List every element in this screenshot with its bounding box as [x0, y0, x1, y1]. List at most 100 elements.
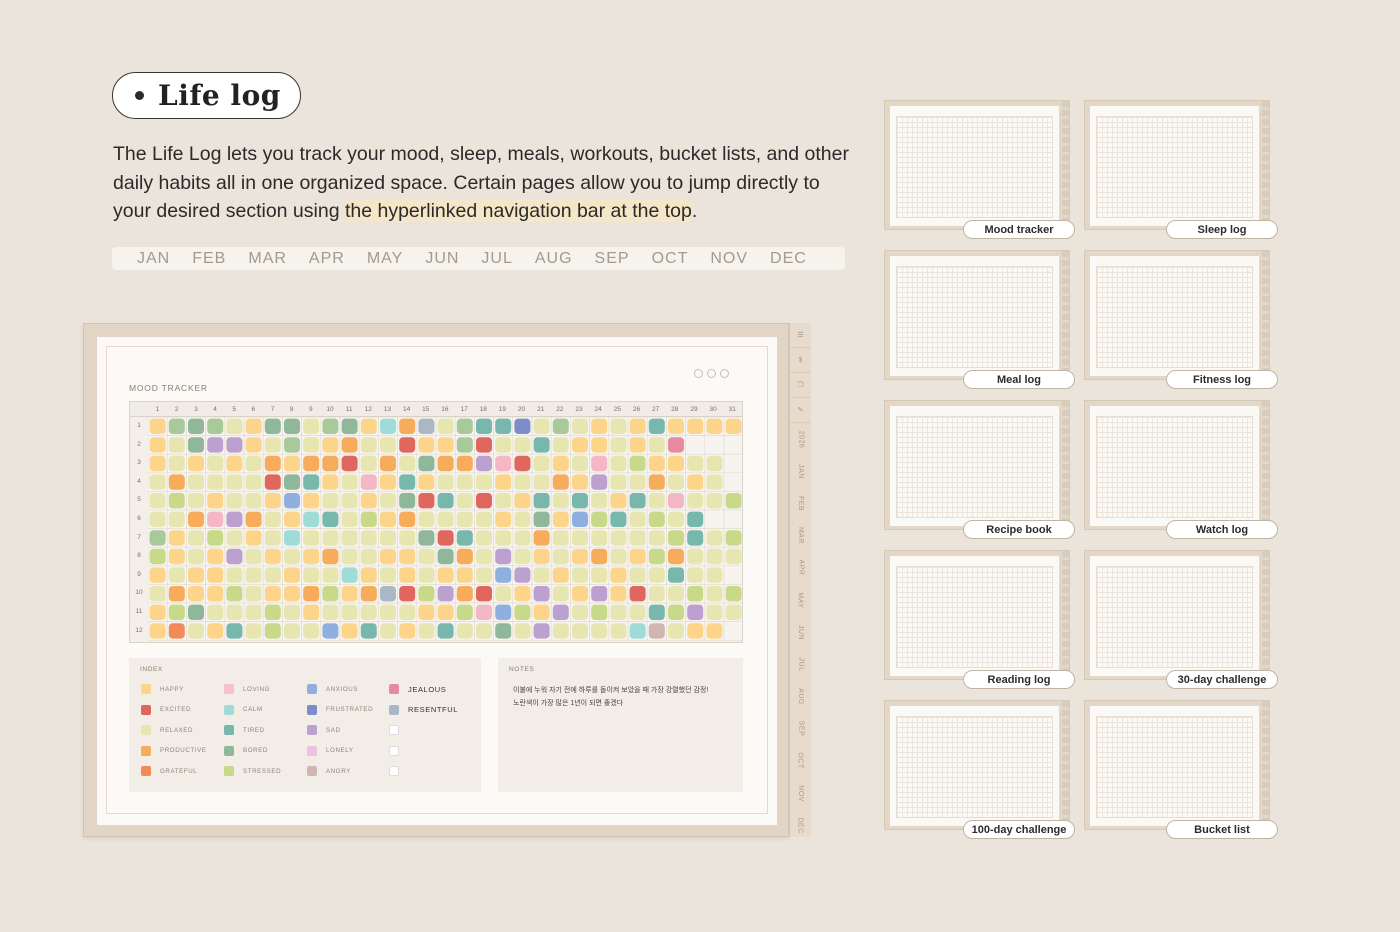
- mood-cell[interactable]: [207, 437, 224, 453]
- mood-cell[interactable]: [168, 418, 185, 434]
- mood-cell[interactable]: [418, 455, 435, 472]
- mood-cell[interactable]: [476, 623, 492, 639]
- mood-cell[interactable]: [648, 604, 665, 620]
- mood-cell[interactable]: [514, 418, 531, 434]
- mood-cell[interactable]: [168, 586, 185, 602]
- settings-icon[interactable]: [720, 369, 729, 378]
- mood-cell[interactable]: [341, 418, 358, 434]
- card-label[interactable]: Watch log: [1166, 520, 1278, 539]
- mood-cell[interactable]: [648, 418, 665, 434]
- mood-cell[interactable]: [399, 474, 416, 490]
- mood-cell[interactable]: [533, 604, 550, 620]
- mood-cell[interactable]: [552, 511, 569, 527]
- side-tab-apr[interactable]: APR: [790, 552, 811, 584]
- mood-cell[interactable]: [572, 493, 588, 509]
- mood-cell[interactable]: [629, 567, 646, 583]
- mood-cell[interactable]: [572, 530, 588, 546]
- mood-cell[interactable]: [207, 548, 224, 565]
- mood-cell[interactable]: [322, 604, 339, 620]
- mood-cell[interactable]: [687, 530, 704, 546]
- mood-cell[interactable]: [245, 567, 262, 583]
- mood-cell[interactable]: [322, 567, 339, 583]
- mood-cell[interactable]: [149, 418, 166, 434]
- mood-cell[interactable]: [399, 455, 416, 472]
- card-label[interactable]: Bucket list: [1166, 820, 1278, 839]
- mood-cell[interactable]: [629, 623, 646, 639]
- card-label[interactable]: 100-day challenge: [963, 820, 1075, 839]
- mood-cell[interactable]: [380, 511, 396, 527]
- mood-cell[interactable]: [322, 623, 339, 639]
- mood-cell[interactable]: [610, 548, 627, 565]
- mood-cell[interactable]: [476, 474, 492, 490]
- mood-cell[interactable]: [552, 548, 569, 565]
- edit-icon[interactable]: ✎: [790, 398, 811, 423]
- side-tab-oct[interactable]: OCT: [790, 745, 811, 777]
- mood-cell[interactable]: [552, 604, 569, 620]
- mood-cell[interactable]: [687, 493, 704, 509]
- mood-cell[interactable]: [380, 623, 396, 639]
- mood-cell[interactable]: [303, 455, 320, 472]
- mood-cell[interactable]: [668, 418, 684, 434]
- mood-cell[interactable]: [360, 437, 377, 453]
- mood-cell[interactable]: [495, 586, 512, 602]
- mood-cell[interactable]: [495, 437, 512, 453]
- mood-cell[interactable]: [226, 530, 243, 546]
- mood-cell[interactable]: [706, 493, 723, 509]
- mood-cell[interactable]: [264, 567, 281, 583]
- mood-cell[interactable]: [476, 511, 492, 527]
- mood-cell[interactable]: [629, 474, 646, 490]
- mood-cell[interactable]: [418, 548, 435, 565]
- mood-cell[interactable]: [168, 623, 185, 639]
- mood-cell[interactable]: [226, 604, 243, 620]
- mood-cell[interactable]: [629, 548, 646, 565]
- mood-cell[interactable]: [284, 586, 300, 602]
- mood-cell[interactable]: [552, 474, 569, 490]
- mood-cell[interactable]: [476, 548, 492, 565]
- mood-cell[interactable]: [706, 604, 723, 620]
- mood-cell[interactable]: [207, 474, 224, 490]
- side-tab-dec[interactable]: DEC: [790, 809, 811, 841]
- mood-cell[interactable]: [687, 511, 704, 527]
- mood-cell[interactable]: [168, 437, 185, 453]
- mood-cell[interactable]: [168, 604, 185, 620]
- mood-cell[interactable]: [341, 586, 358, 602]
- mood-cell[interactable]: [207, 586, 224, 602]
- mood-cell[interactable]: [264, 586, 281, 602]
- mood-cell[interactable]: [629, 586, 646, 602]
- mood-cell[interactable]: [456, 437, 473, 453]
- mood-cell[interactable]: [668, 493, 684, 509]
- mood-cell[interactable]: [552, 437, 569, 453]
- mood-cell[interactable]: [437, 604, 454, 620]
- mood-cell[interactable]: [687, 586, 704, 602]
- mood-cell[interactable]: [284, 418, 300, 434]
- mood-cell[interactable]: [149, 567, 166, 583]
- mood-cell[interactable]: [264, 493, 281, 509]
- mood-cell[interactable]: [495, 511, 512, 527]
- mood-cell[interactable]: [207, 623, 224, 639]
- mood-cell[interactable]: [456, 548, 473, 565]
- mood-cell[interactable]: [168, 530, 185, 546]
- mood-cell[interactable]: [418, 586, 435, 602]
- mood-cell[interactable]: [188, 586, 204, 602]
- mood-cell[interactable]: [399, 511, 416, 527]
- card-label[interactable]: Reading log: [963, 670, 1075, 689]
- mood-cell[interactable]: [284, 623, 300, 639]
- mood-cell[interactable]: [437, 586, 454, 602]
- mood-cell[interactable]: [533, 511, 550, 527]
- mood-cell[interactable]: [284, 474, 300, 490]
- mood-cell[interactable]: [572, 418, 588, 434]
- template-card[interactable]: [1084, 700, 1270, 830]
- mood-cell[interactable]: [495, 548, 512, 565]
- mood-cell[interactable]: [284, 493, 300, 509]
- mood-cell[interactable]: [572, 455, 588, 472]
- mood-cell[interactable]: [149, 586, 166, 602]
- mood-cell[interactable]: [610, 511, 627, 527]
- mood-cell[interactable]: [149, 604, 166, 620]
- card-label[interactable]: Meal log: [963, 370, 1075, 389]
- mood-cell[interactable]: [226, 586, 243, 602]
- mood-cell[interactable]: [284, 437, 300, 453]
- mood-cell[interactable]: [149, 548, 166, 565]
- mood-cell[interactable]: [284, 567, 300, 583]
- mood-cell[interactable]: [341, 455, 358, 472]
- mood-cell[interactable]: [533, 474, 550, 490]
